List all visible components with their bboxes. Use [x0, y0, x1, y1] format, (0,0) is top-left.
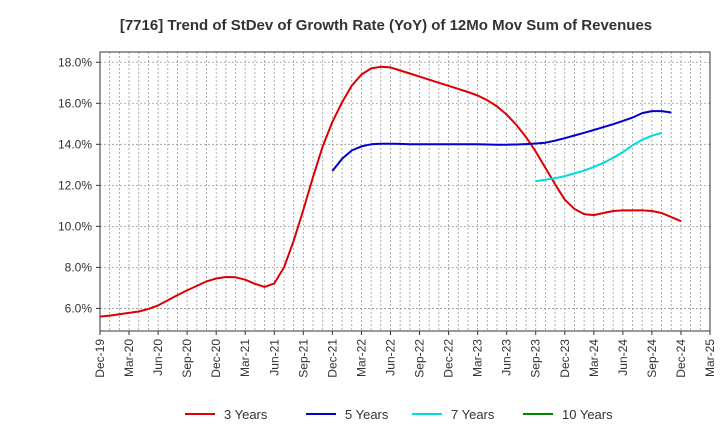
series-line-5-years [331, 110, 672, 172]
y-tick-label: 18.0% [58, 55, 92, 69]
y-tick-label: 8.0% [65, 260, 93, 274]
x-tick-label: Dec-24 [674, 339, 688, 378]
plot-area [99, 51, 711, 332]
x-tick-label: Mar-23 [471, 339, 485, 377]
x-tick-label: Dec-22 [442, 339, 456, 378]
x-tick-label: Mar-21 [238, 339, 252, 377]
x-tick-label: Mar-24 [587, 339, 601, 377]
x-tick-label: Dec-23 [558, 339, 572, 378]
series-line-3-years [99, 65, 682, 318]
x-tick-label: Mar-22 [354, 339, 368, 377]
x-tick-label: Mar-20 [122, 339, 136, 377]
y-tick-label: 10.0% [58, 219, 92, 233]
legend-label: 10 Years [562, 407, 613, 422]
grid [100, 52, 710, 331]
x-tick-label: Sep-22 [413, 339, 427, 378]
y-axis: 6.0% 8.0% 10.0% 12.0% 14.0% 16.0% 18.0% [58, 55, 100, 315]
x-tick-label: Dec-19 [93, 339, 107, 378]
x-tick-label: Jun-20 [151, 339, 165, 376]
x-tick-label: Jun-21 [267, 339, 281, 376]
y-tick-label: 14.0% [58, 137, 92, 151]
legend-label: 5 Years [345, 407, 389, 422]
y-tick-label: 6.0% [65, 301, 93, 315]
x-tick-label: Sep-21 [296, 339, 310, 378]
x-tick-label: Jun-23 [500, 339, 514, 376]
y-tick-label: 12.0% [58, 178, 92, 192]
y-tick-label: 16.0% [58, 96, 92, 110]
x-tick-label: Dec-21 [325, 339, 339, 378]
x-tick-label: Sep-20 [180, 339, 194, 378]
x-tick-label: Dec-20 [209, 339, 223, 378]
x-tick-label: Sep-23 [529, 339, 543, 378]
chart-title: [7716] Trend of StDev of Growth Rate (Yo… [120, 17, 652, 34]
legend-label: 7 Years [451, 407, 495, 422]
series-line-7-years [535, 132, 662, 183]
x-tick-label: Sep-24 [645, 339, 659, 378]
x-tick-label: Jun-24 [616, 339, 630, 376]
legend: 3 Years 5 Years 7 Years 10 Years [185, 407, 613, 422]
x-tick-label: Jun-22 [383, 339, 397, 376]
x-tick-label: Mar-25 [703, 339, 717, 377]
series-lines [99, 65, 682, 318]
x-axis: Dec-19 Mar-20 Jun-20 Sep-20 Dec-20 Mar-21 Jun-… [93, 331, 717, 378]
legend-label: 3 Years [224, 407, 268, 422]
